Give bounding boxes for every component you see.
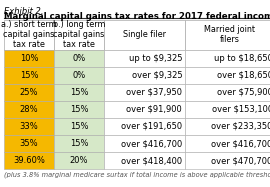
Text: Married joint
filers: Married joint filers <box>204 25 255 44</box>
Text: over $470,700: over $470,700 <box>211 156 270 165</box>
Text: over $153,100: over $153,100 <box>212 105 270 114</box>
Bar <box>4 67 54 84</box>
Text: over $75,900: over $75,900 <box>217 88 270 97</box>
Bar <box>4 152 54 169</box>
Text: over $191,650: over $191,650 <box>121 122 182 131</box>
Bar <box>185 118 270 135</box>
Bar <box>185 50 270 67</box>
Text: 0%: 0% <box>72 71 86 80</box>
Bar <box>4 135 54 152</box>
Text: over $416,700: over $416,700 <box>211 139 270 148</box>
Text: 15%: 15% <box>70 122 88 131</box>
Bar <box>104 118 185 135</box>
Bar <box>185 135 270 152</box>
Bar <box>4 101 54 118</box>
Bar <box>104 20 185 50</box>
Text: 15%: 15% <box>70 139 88 148</box>
Bar <box>54 135 104 152</box>
Text: over $418,400: over $418,400 <box>121 156 182 165</box>
Bar <box>104 67 185 84</box>
Text: over $9,325: over $9,325 <box>132 71 182 80</box>
Bar <box>4 50 54 67</box>
Text: over $233,350: over $233,350 <box>211 122 270 131</box>
Text: 0%: 0% <box>72 54 86 63</box>
Text: up to $18,650: up to $18,650 <box>214 54 270 63</box>
Text: a.) short term
capital gains
tax rate: a.) short term capital gains tax rate <box>1 20 57 50</box>
Text: over $18,650: over $18,650 <box>217 71 270 80</box>
Bar <box>185 101 270 118</box>
Bar <box>104 101 185 118</box>
Bar <box>185 67 270 84</box>
Bar <box>54 20 104 50</box>
Bar <box>54 101 104 118</box>
Text: over $91,900: over $91,900 <box>127 105 182 114</box>
Bar <box>104 152 185 169</box>
Text: 15%: 15% <box>20 71 38 80</box>
Bar <box>185 20 270 50</box>
Text: Exhibit 2.: Exhibit 2. <box>4 7 43 16</box>
Text: 20%: 20% <box>70 156 88 165</box>
Text: Marginal capital gains tax rates for 2017 federal income brackets:: Marginal capital gains tax rates for 201… <box>4 12 270 21</box>
Bar <box>104 84 185 101</box>
Text: over $37,950: over $37,950 <box>126 88 182 97</box>
Text: 25%: 25% <box>20 88 38 97</box>
Text: 35%: 35% <box>20 139 38 148</box>
Bar <box>185 152 270 169</box>
Text: b.) long term
capital gains
tax rate: b.) long term capital gains tax rate <box>53 20 105 50</box>
Text: Single filer: Single filer <box>123 30 166 39</box>
Text: over $416,700: over $416,700 <box>121 139 182 148</box>
Bar <box>4 84 54 101</box>
Bar <box>4 20 54 50</box>
Bar <box>104 135 185 152</box>
Text: (plus 3.8% marginal medicare surtax if total income is above applicable threshol: (plus 3.8% marginal medicare surtax if t… <box>4 171 270 178</box>
Text: 15%: 15% <box>70 88 88 97</box>
Bar <box>4 118 54 135</box>
Bar <box>185 84 270 101</box>
Text: 39.60%: 39.60% <box>13 156 45 165</box>
Bar <box>104 50 185 67</box>
Text: 10%: 10% <box>20 54 38 63</box>
Text: 33%: 33% <box>20 122 38 131</box>
Bar <box>54 84 104 101</box>
Text: 28%: 28% <box>20 105 38 114</box>
Bar <box>54 50 104 67</box>
Bar <box>54 152 104 169</box>
Bar <box>54 67 104 84</box>
Text: 15%: 15% <box>70 105 88 114</box>
Bar <box>54 118 104 135</box>
Text: up to $9,325: up to $9,325 <box>129 54 182 63</box>
